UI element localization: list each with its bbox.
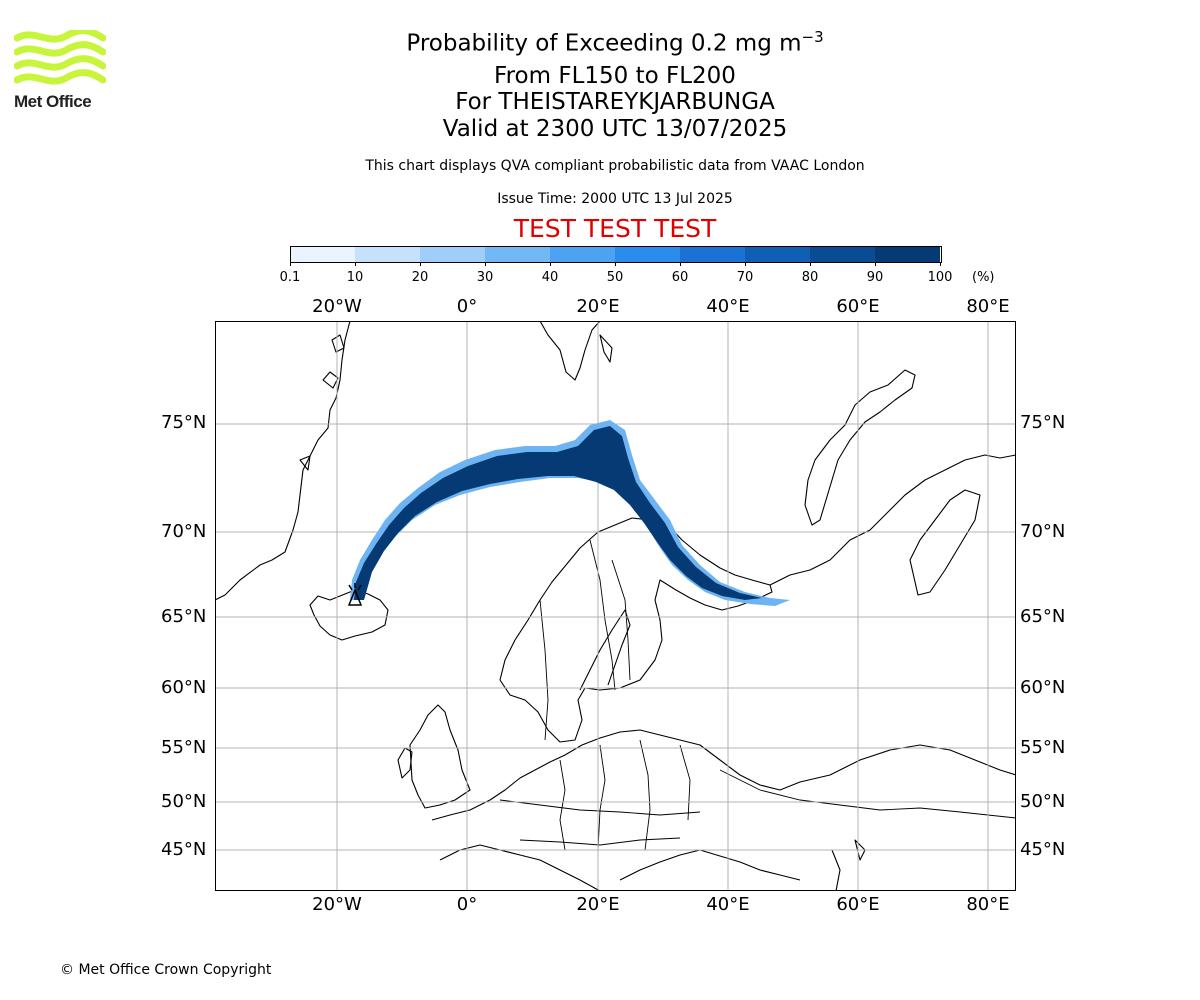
colorbar-tick-mark: [485, 262, 486, 266]
map-panel[interactable]: [215, 321, 1016, 891]
colorbar-tick-mark: [745, 262, 746, 266]
volcano-marker-icon: [347, 583, 363, 606]
issue-time: Issue Time: 2000 UTC 13 Jul 2025: [497, 191, 733, 207]
lat-label-left-70n: 70°N: [161, 521, 207, 542]
chart-title-text: Probability of Exceeding 0.2 mg m: [406, 30, 802, 57]
colorbar-segment: [290, 246, 355, 262]
colorbar-tick-mark: [355, 262, 356, 266]
colorbar-tick-label: 80: [801, 270, 819, 285]
lon-label-bottom-60e: 60°E: [836, 894, 880, 915]
colorbar-tick-mark: [550, 262, 551, 266]
lon-label-top-20w: 20°W: [312, 296, 362, 317]
colorbar-tick-mark: [940, 262, 941, 266]
colorbar-segment: [420, 246, 485, 262]
colorbar-tick-label: 10: [346, 270, 364, 285]
colorbar-segment: [485, 246, 550, 262]
colorbar-segment: [875, 246, 940, 262]
colorbar-tick-label: 60: [671, 270, 689, 285]
colorbar-tick-label: 0.1: [279, 270, 301, 285]
ash-probability-plume: [350, 420, 790, 606]
lat-label-left-65n: 65°N: [161, 606, 207, 627]
colorbar-tick-label: 90: [866, 270, 884, 285]
lon-label-bottom-0: 0°: [456, 894, 478, 915]
lat-label-right-55n: 55°N: [1020, 737, 1066, 758]
lat-label-left-55n: 55°N: [161, 737, 207, 758]
test-banner: TEST TEST TEST: [513, 214, 717, 243]
lat-label-right-60n: 60°N: [1020, 677, 1066, 698]
lon-label-bottom-40e: 40°E: [706, 894, 750, 915]
colorbar-tick-mark: [810, 262, 811, 266]
colorbar-tick-label: 40: [541, 270, 559, 285]
graticule: [215, 321, 1016, 891]
colorbar-segment: [355, 246, 420, 262]
colorbar-tick-label: 100: [927, 270, 953, 285]
valid-time: Valid at 2300 UTC 13/07/2025: [442, 116, 788, 142]
lat-label-left-45n: 45°N: [161, 839, 207, 860]
met-office-wave-logo-icon: [13, 27, 107, 85]
lon-label-bottom-20e: 20°E: [576, 894, 620, 915]
colorbar-segment: [680, 246, 745, 262]
colorbar-tick-label: 20: [411, 270, 429, 285]
colorbar-tick-label: 30: [476, 270, 494, 285]
chart-title-exponent: −3: [801, 28, 824, 46]
lat-label-right-75n: 75°N: [1020, 412, 1066, 433]
lon-label-top-80e: 80°E: [966, 296, 1010, 317]
colorbar-tick-label: 70: [736, 270, 754, 285]
colorbar-unit: (%): [972, 270, 995, 285]
colorbar-tick-label: 50: [606, 270, 624, 285]
lat-label-right-65n: 65°N: [1020, 606, 1066, 627]
copyright-notice: © Met Office Crown Copyright: [60, 962, 272, 978]
colorbar-tick-mark: [615, 262, 616, 266]
lon-label-top-60e: 60°E: [836, 296, 880, 317]
colorbar-frame: [290, 246, 942, 263]
colorbar-segment: [615, 246, 680, 262]
lat-label-right-70n: 70°N: [1020, 521, 1066, 542]
lon-label-top-0: 0°: [456, 296, 478, 317]
colorbar: 0.1 10 20 30 40 50 60 70 80 90 100 (%): [280, 246, 995, 286]
level-range: From FL150 to FL200: [494, 63, 736, 89]
lon-label-top-20e: 20°E: [576, 296, 620, 317]
lat-label-right-45n: 45°N: [1020, 839, 1066, 860]
colorbar-segment: [810, 246, 875, 262]
lon-label-bottom-20w: 20°W: [312, 894, 362, 915]
lat-label-left-75n: 75°N: [161, 412, 207, 433]
lat-label-right-50n: 50°N: [1020, 791, 1066, 812]
met-office-logo-text: Met Office: [14, 92, 92, 111]
lat-label-left-50n: 50°N: [161, 791, 207, 812]
lon-label-top-40e: 40°E: [706, 296, 750, 317]
colorbar-segment: [745, 246, 810, 262]
colorbar-tick-mark: [290, 262, 291, 266]
chart-description: This chart displays QVA compliant probab…: [365, 158, 865, 174]
colorbar-tick-mark: [680, 262, 681, 266]
colorbar-tick-mark: [875, 262, 876, 266]
colorbar-segment: [550, 246, 615, 262]
lon-label-bottom-80e: 80°E: [966, 894, 1010, 915]
chart-title: Probability of Exceeding 0.2 mg m−3: [0, 30, 1200, 56]
met-office-logo: [13, 27, 109, 112]
lat-label-left-60n: 60°N: [161, 677, 207, 698]
volcano-name: For THEISTAREYKJARBUNGA: [455, 89, 775, 115]
country-borders: [499, 539, 1016, 851]
colorbar-tick-mark: [420, 262, 421, 266]
